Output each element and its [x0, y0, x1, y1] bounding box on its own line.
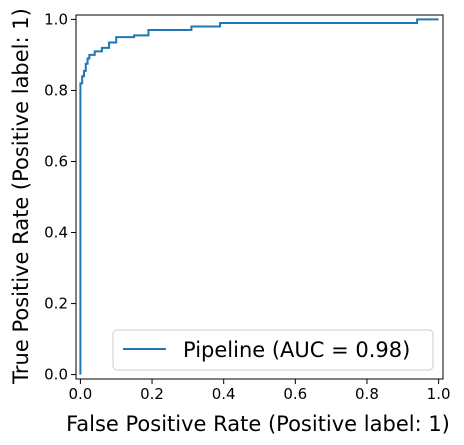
- legend: Pipeline (AUC = 0.98): [112, 329, 434, 371]
- x-tick-label: 0.8: [355, 385, 379, 403]
- y-tick-label: 0.4: [44, 224, 68, 242]
- legend-box: [112, 329, 434, 371]
- y-axis-label: True Positive Rate (Positive label: 1): [9, 8, 33, 385]
- y-axis-ticks: 0.0 0.2 0.4 0.6 0.8 1.0: [44, 10, 76, 384]
- x-tick-label: 1.0: [427, 385, 451, 403]
- y-tick-label: 0.8: [44, 81, 68, 99]
- x-tick-label: 0.4: [212, 385, 236, 403]
- x-tick-label: 0.6: [283, 385, 307, 403]
- roc-curve-line: [79, 18, 439, 375]
- y-tick-label: 0.2: [44, 295, 68, 313]
- y-tick-label: 1.0: [44, 10, 68, 28]
- x-tick-label: 0.2: [140, 385, 164, 403]
- plot-area-frame: [75, 14, 444, 380]
- x-axis-label: False Positive Rate (Positive label: 1): [66, 412, 450, 436]
- legend-entry-label: Pipeline (AUC = 0.98): [183, 338, 410, 362]
- x-axis-ticks: 0.0 0.2 0.4 0.6 0.8 1.0: [68, 379, 451, 403]
- x-tick-label: 0.0: [68, 385, 92, 403]
- y-tick-label: 0.6: [44, 152, 68, 170]
- y-tick-label: 0.0: [44, 366, 68, 384]
